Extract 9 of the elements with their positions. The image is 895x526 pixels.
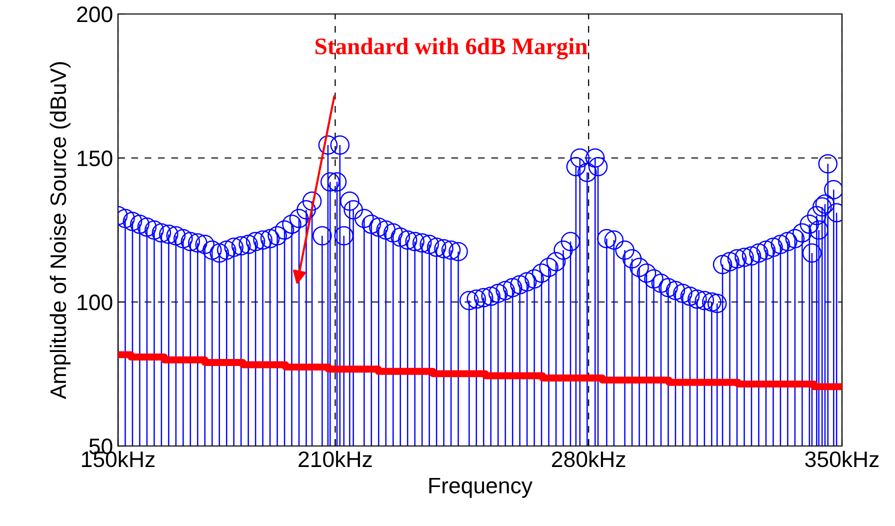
y-tick-label: 100 — [78, 294, 112, 310]
y-tick-label: 200 — [77, 6, 112, 22]
x-tick-label: 210kHz — [298, 450, 372, 468]
x-axis-title: Frequency — [429, 478, 532, 498]
y-tick-label: 150 — [78, 150, 112, 166]
y-axis-title: Amplitude of Noise Source (dBuV) — [50, 62, 71, 400]
annotation: Standard with 6dB Margin — [316, 38, 588, 60]
x-tick-label: 350kHz — [805, 450, 879, 468]
x-tick-label: 280kHz — [552, 450, 626, 468]
